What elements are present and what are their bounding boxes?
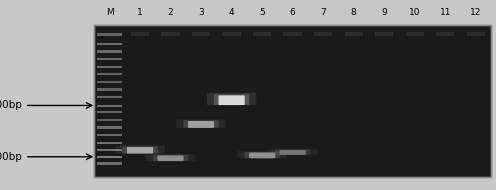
FancyBboxPatch shape [127, 147, 153, 154]
Bar [131, 32, 149, 36]
Bar [97, 33, 122, 36]
FancyBboxPatch shape [219, 95, 245, 105]
FancyBboxPatch shape [188, 121, 214, 128]
Bar [97, 162, 122, 165]
Bar [97, 96, 122, 98]
FancyBboxPatch shape [207, 93, 256, 105]
Bar [97, 156, 122, 158]
FancyBboxPatch shape [238, 151, 287, 158]
Text: 8: 8 [351, 8, 357, 17]
FancyBboxPatch shape [184, 120, 219, 128]
FancyBboxPatch shape [123, 146, 158, 154]
Bar [161, 32, 180, 36]
Bar [97, 81, 122, 83]
Bar [97, 126, 122, 129]
Text: 12: 12 [470, 8, 482, 17]
Bar [97, 58, 122, 60]
Bar [94, 25, 491, 177]
Bar [97, 43, 122, 45]
FancyBboxPatch shape [245, 152, 280, 158]
Text: M: M [106, 8, 114, 17]
FancyBboxPatch shape [177, 119, 226, 128]
Bar [192, 32, 210, 36]
Bar [97, 50, 122, 53]
Text: 100bp: 100bp [0, 152, 22, 162]
Text: 11: 11 [439, 8, 451, 17]
FancyBboxPatch shape [280, 150, 306, 155]
Bar [222, 32, 241, 36]
Bar [406, 32, 424, 36]
FancyBboxPatch shape [146, 154, 195, 161]
Text: 7: 7 [320, 8, 326, 17]
FancyBboxPatch shape [214, 94, 249, 105]
Bar [467, 32, 485, 36]
Text: 1: 1 [137, 8, 143, 17]
FancyBboxPatch shape [275, 150, 310, 155]
Bar [97, 134, 122, 136]
Text: 6: 6 [290, 8, 296, 17]
FancyBboxPatch shape [268, 149, 317, 155]
Bar [97, 149, 122, 151]
Bar [314, 32, 332, 36]
Bar [253, 32, 271, 36]
FancyBboxPatch shape [157, 155, 184, 161]
Text: 4: 4 [229, 8, 235, 17]
Text: 5: 5 [259, 8, 265, 17]
Bar [375, 32, 393, 36]
Text: 9: 9 [381, 8, 387, 17]
Bar [345, 32, 363, 36]
Text: 2: 2 [168, 8, 174, 17]
Text: 500bp: 500bp [0, 101, 22, 110]
FancyBboxPatch shape [116, 146, 165, 154]
Text: 3: 3 [198, 8, 204, 17]
Text: 10: 10 [409, 8, 421, 17]
Bar [436, 32, 454, 36]
Bar [284, 32, 302, 36]
Bar [97, 111, 122, 113]
Bar [97, 66, 122, 68]
Bar [97, 105, 122, 107]
Bar [97, 73, 122, 75]
Bar [97, 88, 122, 91]
FancyBboxPatch shape [249, 153, 275, 158]
Bar [97, 119, 122, 121]
Bar [94, 25, 491, 177]
FancyBboxPatch shape [153, 155, 188, 161]
Bar [97, 142, 122, 144]
